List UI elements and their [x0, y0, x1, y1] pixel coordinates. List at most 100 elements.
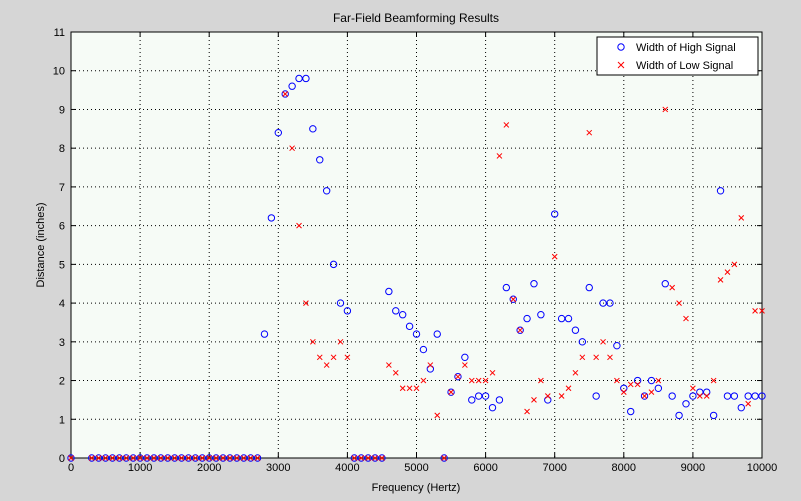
high-signal-point [551, 210, 559, 218]
high-signal-point [578, 338, 587, 346]
high-signal-point [606, 299, 614, 307]
low-signal-point [531, 397, 537, 403]
low-signal-point [752, 307, 758, 314]
low-signal-point [123, 455, 130, 461]
low-signal-point [116, 455, 123, 461]
x-tick-label: 7000 [542, 462, 566, 474]
low-signal-point [233, 455, 240, 461]
y-tick-label: 7 [59, 182, 65, 194]
low-signal-point [392, 369, 399, 376]
high-signal-point [682, 400, 690, 408]
y-axis-label: Distance (inches) [35, 203, 47, 288]
high-signal-point [509, 295, 517, 303]
y-tick-label: 9 [59, 104, 65, 116]
low-signal-point [337, 338, 344, 345]
high-signal-point [219, 454, 227, 462]
low-signal-point [206, 455, 213, 461]
high-signal-point [751, 392, 759, 400]
low-signal-point [538, 377, 544, 384]
high-signal-point [523, 314, 531, 323]
high-signal-point [392, 307, 400, 315]
low-signal-point [517, 327, 524, 334]
low-signal-point [579, 354, 586, 361]
low-signal-point [192, 455, 199, 461]
high-signal-point [481, 392, 490, 400]
high-signal-point [613, 341, 621, 350]
high-signal-point [564, 314, 573, 323]
high-signal-point [101, 454, 110, 462]
low-signal-point [213, 455, 219, 461]
high-signal-point [571, 326, 580, 334]
low-signal-point [220, 455, 226, 461]
high-signal-point [212, 454, 220, 462]
low-signal-point [551, 253, 558, 260]
low-signal-point [399, 385, 406, 392]
high-signal-point [440, 454, 448, 462]
y-tick-label: 6 [59, 221, 65, 233]
data-marks [67, 74, 766, 462]
low-signal-point [593, 354, 600, 361]
y-tick-label: 2 [59, 376, 65, 388]
high-signal-point [488, 403, 497, 412]
x-tick-label: 0 [68, 462, 74, 474]
low-signal-point [178, 455, 185, 461]
high-signal-point [592, 392, 600, 400]
high-signal-point [143, 454, 151, 462]
high-signal-point [675, 411, 683, 420]
low-signal-point [745, 400, 752, 407]
high-signal-point [661, 280, 669, 288]
low-signal-point [600, 338, 606, 345]
low-signal-point [503, 122, 510, 128]
low-signal-point [330, 354, 337, 361]
low-signal-point [240, 455, 247, 461]
low-signal-point [759, 307, 765, 314]
high-signal-point [88, 454, 96, 462]
low-signal-point [420, 377, 427, 384]
low-signal-point [303, 300, 309, 306]
low-signal-point [696, 393, 703, 399]
high-signal-point [516, 326, 524, 334]
x-tick-label: 6000 [473, 462, 497, 474]
legend-entry-high: Width of High Signal [636, 42, 736, 54]
x-tick-label: 9000 [681, 462, 705, 474]
high-signal-point [716, 187, 725, 195]
high-signal-point [246, 454, 255, 462]
low-signal-point [406, 385, 413, 392]
high-signal-point [295, 74, 303, 83]
low-signal-point [448, 389, 454, 396]
low-signal-point [462, 362, 468, 368]
low-signal-point [289, 145, 295, 152]
high-signal-point [640, 392, 649, 400]
x-tick-label: 10000 [747, 462, 778, 474]
high-signal-point [157, 454, 165, 462]
high-signal-point [378, 454, 386, 462]
low-signal-point [510, 296, 517, 303]
high-signal-point [288, 82, 296, 90]
y-tick-label: 11 [54, 27, 65, 39]
high-signal-point [647, 376, 656, 385]
low-signal-point [344, 354, 351, 361]
high-signal-point [150, 454, 158, 462]
x-tick-label: 8000 [612, 462, 636, 474]
x-tick-label: 1000 [128, 462, 152, 474]
high-signal-point [205, 454, 213, 462]
low-signal-point [690, 385, 696, 392]
low-signal-point [544, 393, 551, 399]
low-signal-point [634, 381, 641, 388]
low-signal-point [254, 455, 261, 461]
low-signal-point [151, 455, 157, 461]
low-signal-point [88, 455, 95, 461]
high-signal-point [468, 396, 476, 404]
high-signal-point [253, 454, 262, 462]
high-signal-point [557, 314, 566, 323]
low-signal-point [351, 455, 358, 461]
high-signal-point [530, 280, 538, 288]
high-signal-point [322, 187, 331, 195]
high-signal-point [454, 372, 462, 381]
high-signal-point [316, 156, 324, 164]
low-signal-point [669, 284, 676, 291]
x-tick-label: 4000 [335, 462, 359, 474]
low-signal-point [164, 455, 171, 461]
